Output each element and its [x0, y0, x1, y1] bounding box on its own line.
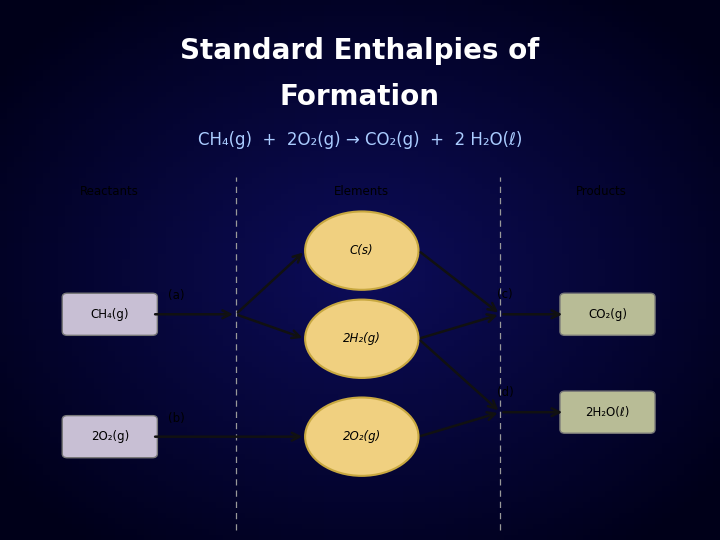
Text: Formation: Formation	[280, 83, 440, 111]
Ellipse shape	[305, 300, 418, 378]
Ellipse shape	[305, 397, 418, 476]
Text: (d): (d)	[498, 386, 514, 399]
Text: Reactants: Reactants	[81, 185, 139, 198]
FancyBboxPatch shape	[62, 416, 158, 458]
Text: (a): (a)	[168, 289, 184, 302]
Text: 2O₂(g): 2O₂(g)	[343, 430, 381, 443]
FancyBboxPatch shape	[560, 293, 655, 335]
Text: 2O₂(g): 2O₂(g)	[91, 430, 129, 443]
Text: CO₂(g): CO₂(g)	[588, 308, 627, 321]
Text: CH₄(g): CH₄(g)	[91, 308, 129, 321]
Text: (c): (c)	[498, 288, 513, 301]
Text: Elements: Elements	[334, 185, 390, 198]
Text: 2H₂(g): 2H₂(g)	[343, 332, 381, 345]
Text: 2H₂O(ℓ): 2H₂O(ℓ)	[585, 406, 630, 419]
Text: CH₄(g)  +  2O₂(g) → CO₂(g)  +  2 H₂O(ℓ): CH₄(g) + 2O₂(g) → CO₂(g) + 2 H₂O(ℓ)	[198, 131, 522, 150]
Ellipse shape	[305, 212, 418, 290]
Text: (b): (b)	[168, 411, 184, 424]
Text: Standard Enthalpies of: Standard Enthalpies of	[180, 37, 540, 65]
Text: C(s): C(s)	[350, 244, 374, 257]
Text: Products: Products	[576, 185, 626, 198]
FancyBboxPatch shape	[560, 391, 655, 433]
FancyBboxPatch shape	[62, 293, 158, 335]
